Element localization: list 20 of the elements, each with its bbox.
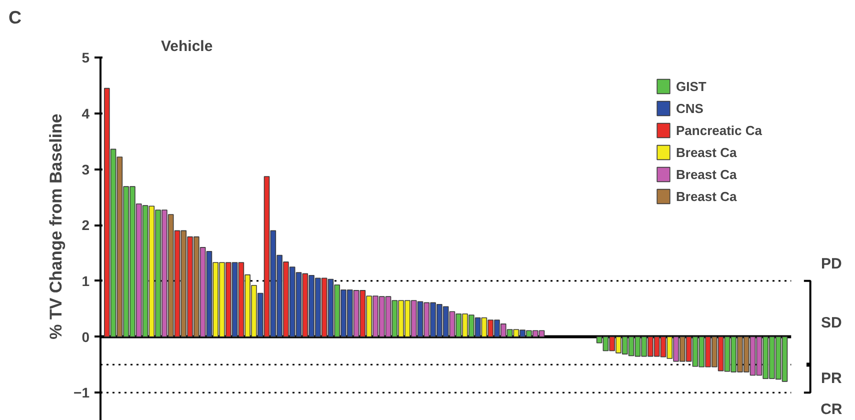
- legend-label: CNS: [676, 100, 704, 116]
- legend-label: Pancreatic Ca: [676, 122, 762, 138]
- y-tick-label: 1: [82, 272, 90, 289]
- text: CR: [820, 400, 842, 418]
- y-tick-label: 4: [82, 105, 90, 122]
- y-axis-title: % TV Change from Baseline: [46, 114, 66, 340]
- text: Vehicle: [160, 38, 213, 55]
- y-tick-label: 2: [82, 217, 90, 234]
- text: PD: [821, 256, 842, 273]
- text: SD: [821, 314, 842, 332]
- text: PR: [821, 370, 842, 388]
- y-tick-label: −1: [74, 384, 90, 401]
- legend-label: GIST: [676, 78, 706, 94]
- legend-label: Breast Ca: [676, 188, 737, 204]
- y-tick-label: 3: [82, 161, 90, 178]
- text: C: [8, 8, 22, 28]
- y-tick-label: 5: [82, 50, 90, 66]
- legend-label: Breast Ca: [676, 144, 737, 160]
- legend-label: Breast Ca: [676, 166, 737, 182]
- y-tick-label: 0: [82, 328, 90, 345]
